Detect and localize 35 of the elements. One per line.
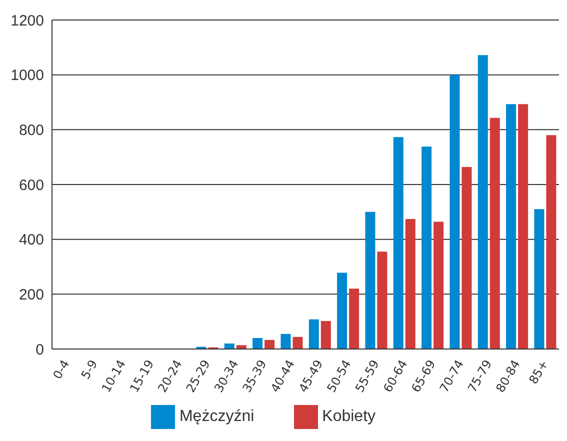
x-tick-label: 0-4 — [50, 358, 72, 382]
bar — [478, 55, 488, 349]
bar — [534, 209, 544, 349]
y-tick-label: 800 — [18, 122, 44, 139]
bar — [224, 344, 234, 349]
bar — [236, 345, 246, 349]
bar — [292, 336, 303, 349]
bar — [546, 135, 556, 349]
bar — [490, 118, 500, 349]
y-tick-label: 200 — [18, 286, 44, 304]
y-tick-label: 1000 — [10, 67, 44, 84]
y-tick-label: 400 — [18, 232, 44, 249]
bar — [264, 340, 275, 349]
bar — [252, 338, 263, 349]
bar — [337, 272, 348, 349]
bar — [280, 334, 291, 349]
y-tick-label: 1200 — [10, 12, 44, 30]
bar — [377, 252, 388, 349]
y-tick-label: 0 — [36, 341, 44, 358]
legend-label: Kobiety — [322, 408, 376, 426]
bar — [308, 319, 319, 349]
bar — [434, 222, 444, 349]
bar — [349, 288, 360, 349]
bar — [518, 104, 528, 349]
bar — [462, 166, 472, 349]
bar — [405, 219, 416, 349]
bar — [450, 74, 460, 349]
bar — [506, 104, 516, 349]
bar — [422, 146, 432, 349]
x-tick-label: 5-9 — [78, 358, 100, 382]
bar — [365, 212, 376, 349]
bar — [320, 321, 331, 349]
y-tick-label: 600 — [18, 176, 44, 194]
legend-label: Mężczyźni — [179, 408, 254, 426]
bar — [393, 137, 404, 349]
